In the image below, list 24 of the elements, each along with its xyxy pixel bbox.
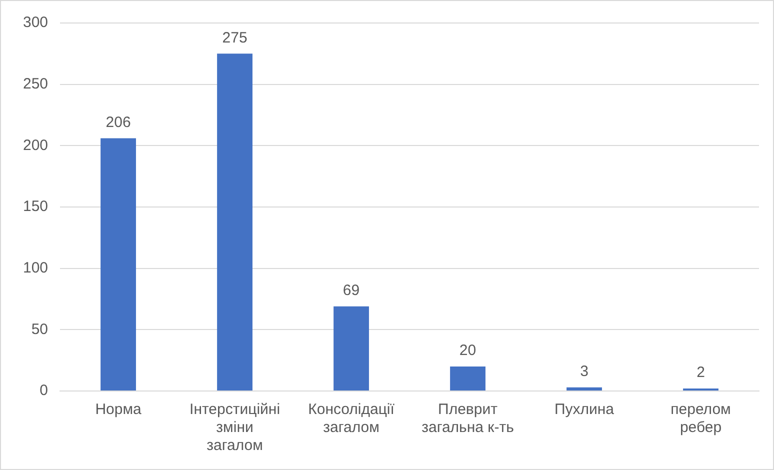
- bar: [100, 138, 136, 390]
- data-label: 2: [696, 364, 705, 382]
- y-tick-label: 100: [22, 259, 48, 276]
- y-tick-label: 50: [31, 320, 48, 338]
- data-label: 20: [459, 342, 476, 360]
- x-tick-label: Плеврит загальна к-ть: [422, 401, 514, 436]
- bar: [566, 387, 602, 390]
- y-tick-label: 150: [22, 198, 48, 216]
- x-tick-label: Норма: [95, 401, 142, 418]
- y-tick-label: 300: [22, 14, 48, 32]
- data-label: 275: [222, 29, 248, 46]
- y-tick-label: 0: [40, 382, 48, 400]
- data-label: 206: [106, 114, 131, 131]
- bar: [217, 54, 252, 390]
- x-tick-label: перелом ребер: [670, 401, 731, 436]
- data-label: 3: [580, 362, 588, 380]
- x-tick-label: Консолідації загалом: [308, 401, 396, 436]
- bar: [334, 306, 369, 390]
- data-label: 69: [342, 282, 360, 299]
- x-tick-label: Інтерстиційні зміни загалом: [190, 401, 280, 454]
- y-tick-label: 250: [22, 75, 48, 92]
- x-tick-label: Пухлина: [554, 401, 615, 418]
- bar: [450, 366, 486, 390]
- y-tick-label: 200: [22, 136, 48, 154]
